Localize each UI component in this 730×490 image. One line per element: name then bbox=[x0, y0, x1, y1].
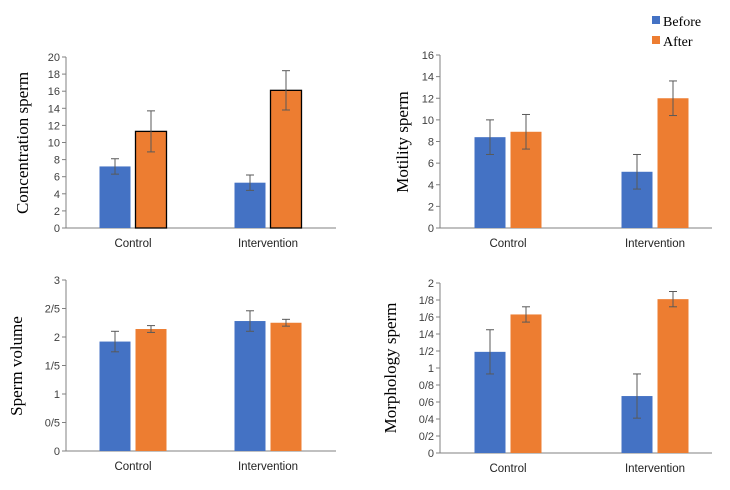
y-tick-label: 1 bbox=[54, 389, 60, 401]
y-tick-label: 0 bbox=[54, 223, 60, 235]
y-tick-label: 8 bbox=[54, 155, 60, 167]
y-tick-label: 2/5 bbox=[45, 304, 60, 316]
y-tick-label: 0/4 bbox=[419, 414, 434, 426]
chart-panel-2: Motility sperm 0 2 4 6 8 10 12 14 16 Control Interv… bbox=[393, 50, 712, 250]
y-tick-label: 12 bbox=[48, 120, 60, 132]
y-tick-label: 12 bbox=[422, 93, 434, 105]
y-tick-label: 20 bbox=[48, 52, 60, 64]
y-tick-label: 0/6 bbox=[419, 397, 434, 409]
y-tick-label: 16 bbox=[422, 50, 434, 62]
bar-before-intervention bbox=[234, 321, 266, 451]
y-axis-label: Morphology sperm bbox=[381, 303, 400, 434]
y-tick-label: 0 bbox=[428, 448, 434, 460]
bar-before-control bbox=[99, 341, 131, 451]
y-tick-label: 2 bbox=[54, 332, 60, 344]
x-category-label: Intervention bbox=[238, 238, 298, 250]
bar-after-intervention bbox=[269, 89, 303, 229]
bar-after-control bbox=[134, 130, 168, 229]
y-tick-label: 2 bbox=[428, 201, 434, 213]
y-tick-label: 6 bbox=[428, 158, 434, 170]
bar-after-intervention bbox=[270, 322, 302, 451]
y-tick-label: 14 bbox=[48, 103, 60, 115]
y-tick-label: 3 bbox=[54, 275, 60, 287]
x-category-label: Intervention bbox=[625, 238, 685, 250]
bar-after-intervention bbox=[657, 299, 689, 453]
bar-after-control bbox=[135, 329, 167, 451]
y-tick-label: 0 bbox=[54, 446, 60, 458]
y-tick-label: 2 bbox=[54, 206, 60, 218]
chart-panel-1: Concentration sperm 0 2 4 6 8 10 12 14 16 18 20 Cont… bbox=[13, 52, 336, 250]
x-category-label: Intervention bbox=[625, 463, 685, 475]
y-tick-label: 4 bbox=[54, 189, 60, 201]
y-tick-label: 18 bbox=[48, 69, 60, 81]
legend-swatch-before bbox=[652, 16, 660, 24]
y-tick-label: 1/8 bbox=[419, 295, 434, 307]
x-category-label: Control bbox=[489, 238, 526, 250]
y-tick-label: 0 bbox=[428, 223, 434, 235]
y-tick-label: 1/4 bbox=[419, 329, 434, 341]
y-tick-label: 1 bbox=[428, 363, 434, 375]
bar-before-control bbox=[99, 166, 131, 228]
y-tick-label: 8 bbox=[428, 137, 434, 149]
bar-after-intervention bbox=[657, 98, 689, 228]
y-tick-label: 10 bbox=[48, 138, 60, 150]
y-tick-label: 16 bbox=[48, 86, 60, 98]
y-tick-label: 1/6 bbox=[419, 312, 434, 324]
y-axis-label: Sperm volume bbox=[7, 316, 26, 416]
legend: Before After bbox=[652, 15, 701, 50]
x-category-label: Intervention bbox=[238, 461, 298, 473]
x-category-label: Control bbox=[114, 238, 151, 250]
y-tick-label: 0/5 bbox=[45, 418, 60, 430]
y-tick-label: 6 bbox=[54, 172, 60, 184]
bar-after-control bbox=[510, 314, 542, 453]
x-category-label: Control bbox=[114, 461, 151, 473]
legend-label-after: After bbox=[663, 35, 693, 50]
chart-panel-3: Sperm volume 0 0/5 1 1/5 2 2/5 3 Control Interven… bbox=[7, 275, 336, 473]
legend-swatch-after bbox=[652, 36, 660, 44]
y-axis-label: Concentration sperm bbox=[13, 72, 32, 214]
y-tick-label: 2 bbox=[428, 278, 434, 290]
y-tick-label: 0/2 bbox=[419, 431, 434, 443]
y-tick-label: 4 bbox=[428, 180, 434, 192]
y-axis-label: Motility sperm bbox=[393, 91, 412, 193]
y-tick-label: 14 bbox=[422, 72, 434, 84]
chart-panel-4: Morphology sperm 0 0/2 0/4 0/6 0/8 1 1/2 1/4 1/6 1… bbox=[381, 278, 712, 475]
x-category-label: Control bbox=[489, 463, 526, 475]
y-tick-label: 10 bbox=[422, 115, 434, 127]
y-tick-label: 0/8 bbox=[419, 380, 434, 392]
y-tick-label: 1/2 bbox=[419, 346, 434, 358]
legend-label-before: Before bbox=[663, 15, 701, 30]
y-tick-label: 1/5 bbox=[45, 361, 60, 373]
